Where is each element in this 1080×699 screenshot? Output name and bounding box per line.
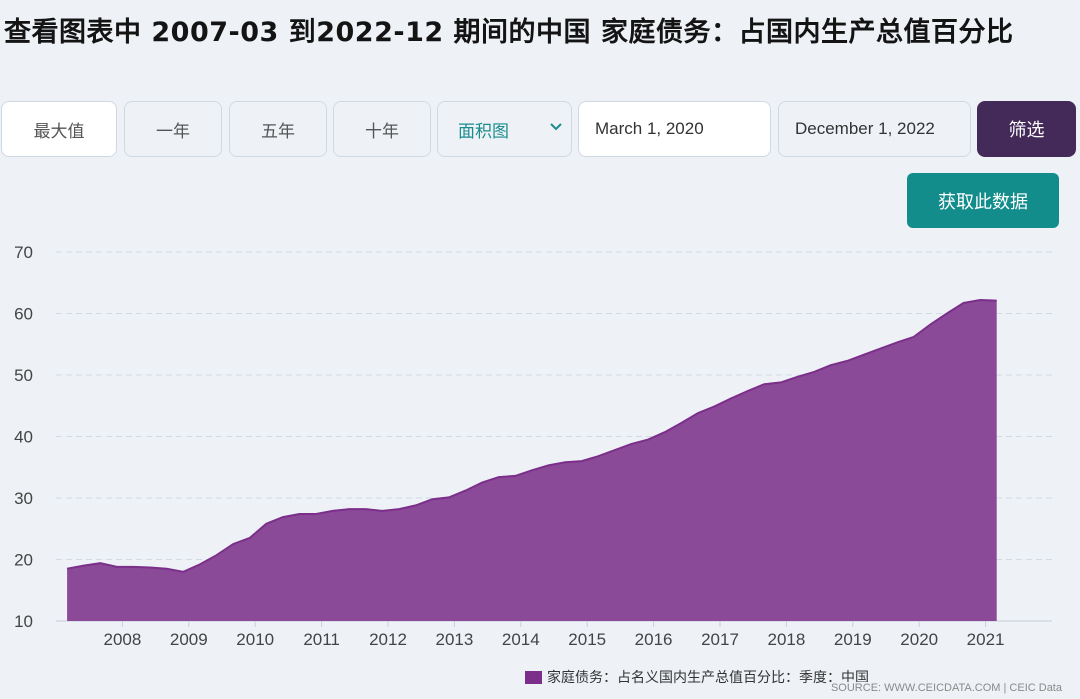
get-data-button[interactable]: 获取此数据 xyxy=(907,173,1059,228)
end-date-input[interactable]: December 1, 2022 xyxy=(778,101,971,157)
start-date-value: March 1, 2020 xyxy=(595,119,704,138)
legend-swatch xyxy=(525,670,542,684)
end-date-value: December 1, 2022 xyxy=(795,119,935,138)
y-tick-label: 40 xyxy=(14,428,33,447)
x-tick-label: 2011 xyxy=(303,630,340,649)
x-tick-label: 2010 xyxy=(236,630,274,649)
area-series[interactable] xyxy=(67,300,997,621)
x-tick-label: 2021 xyxy=(967,630,1005,649)
range-button-10y[interactable]: 十年 xyxy=(333,101,431,157)
y-tick-label: 10 xyxy=(14,612,33,631)
y-tick-label: 50 xyxy=(14,366,33,385)
chart-type-select[interactable]: 面积图 xyxy=(437,101,572,157)
range-button-5y-label: 五年 xyxy=(261,121,295,142)
x-tick-label: 2018 xyxy=(767,630,805,649)
range-button-max-label: 最大值 xyxy=(33,121,85,142)
range-button-max[interactable]: 最大值 xyxy=(1,101,117,157)
source-note: SOURCE: WWW.CEICDATA.COM | CEIC Data xyxy=(828,682,1062,694)
x-tick-label: 2014 xyxy=(502,630,540,649)
legend-label: 家庭债务：占名义国内生产总值百分比：季度：中国 xyxy=(547,670,869,686)
legend[interactable]: 家庭债务：占名义国内生产总值百分比：季度：中国 xyxy=(525,667,869,687)
filter-button-label: 筛选 xyxy=(1008,120,1045,141)
range-button-10y-label: 十年 xyxy=(365,121,399,142)
y-tick-label: 30 xyxy=(14,489,33,508)
x-tick-label: 2009 xyxy=(170,630,208,649)
x-tick-label: 2008 xyxy=(103,630,141,649)
x-tick-label: 2017 xyxy=(701,630,739,649)
x-tick-label: 2016 xyxy=(635,630,673,649)
y-tick-label: 20 xyxy=(14,551,33,570)
series-line xyxy=(66,298,997,573)
range-button-1y-label: 一年 xyxy=(156,121,190,142)
range-button-1y[interactable]: 一年 xyxy=(124,101,222,157)
y-tick-label: 60 xyxy=(14,305,33,324)
start-date-input[interactable]: March 1, 2020 xyxy=(578,101,771,157)
range-button-5y[interactable]: 五年 xyxy=(229,101,327,157)
chevron-down-icon xyxy=(549,116,563,143)
x-tick-label: 2020 xyxy=(900,630,938,649)
x-tick-label: 2015 xyxy=(568,630,606,649)
x-tick-label: 2012 xyxy=(369,630,407,649)
get-data-button-label: 获取此数据 xyxy=(938,191,1028,213)
filter-button[interactable]: 筛选 xyxy=(977,101,1076,157)
chart-type-select-value: 面积图 xyxy=(458,121,509,142)
y-tick-label: 70 xyxy=(14,243,33,262)
x-tick-label: 2019 xyxy=(834,630,872,649)
page-title: 查看图表中 2007-03 到2022-12 期间的中国 家庭债务：占国内生产总… xyxy=(4,17,1014,48)
x-tick-label: 2013 xyxy=(435,630,473,649)
